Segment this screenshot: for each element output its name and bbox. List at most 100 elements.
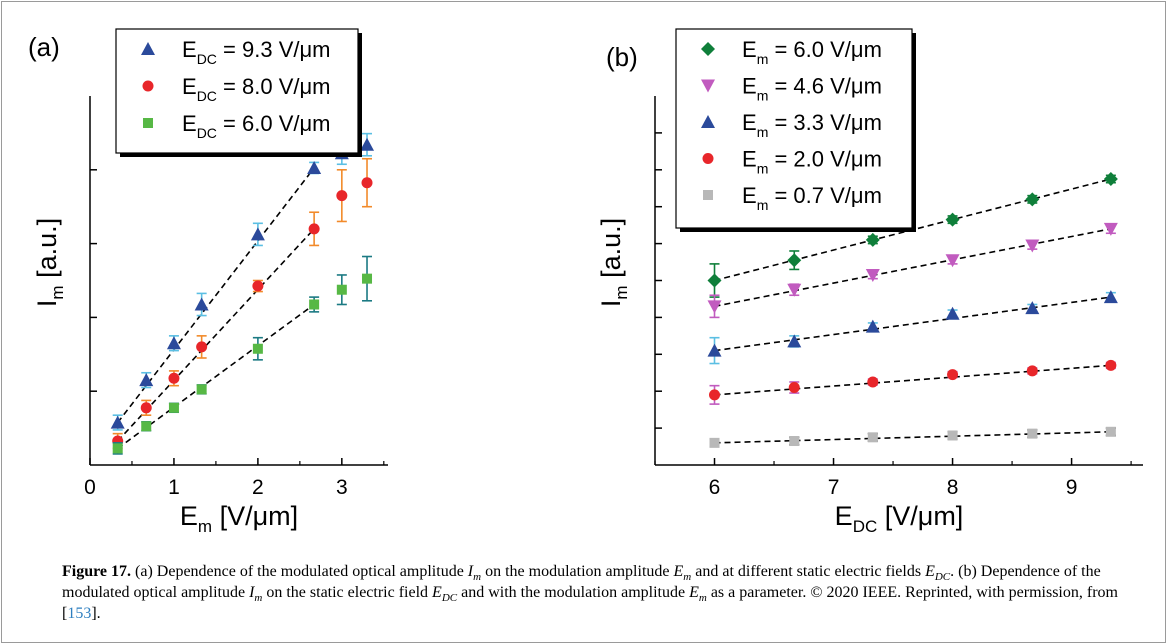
caption-symbol: EDC xyxy=(925,563,951,584)
data-point xyxy=(1103,290,1118,304)
data-series xyxy=(112,157,373,450)
data-series xyxy=(709,359,1117,405)
data-point xyxy=(1103,222,1118,236)
x-tick-label: 3 xyxy=(336,476,348,499)
data-point xyxy=(307,160,322,174)
legend-marker xyxy=(703,190,713,200)
data-point xyxy=(787,283,802,297)
caption-part: on the static electric field xyxy=(262,584,433,601)
panel-tag: (a) xyxy=(28,32,60,62)
data-point xyxy=(250,227,265,241)
data-point xyxy=(1026,365,1038,377)
data-point xyxy=(865,268,880,282)
legend-entry: Em = 2.0 V/μm xyxy=(742,147,882,177)
x-tick-label: 1 xyxy=(168,476,180,499)
caption-part: and at different static electric fields xyxy=(691,563,926,580)
data-point xyxy=(947,369,959,381)
data-point xyxy=(707,300,722,314)
data-point xyxy=(945,306,960,320)
caption-part: ]. xyxy=(91,605,101,622)
legend-marker xyxy=(141,42,155,55)
caption-symbol: Im xyxy=(467,563,482,584)
chart-panel-a: 0 1 2 3Em [V/μm]Im [a.u.](a) EDC = 9.3 V/μmE… xyxy=(28,28,388,536)
caption-symbol: Im xyxy=(249,584,263,605)
caption-part: and with the modulation amplitude xyxy=(457,584,690,601)
legend-marker xyxy=(143,118,153,128)
data-point xyxy=(865,232,880,247)
x-tick-label: 9 xyxy=(1066,476,1078,499)
fit-line xyxy=(117,167,315,424)
fit-line xyxy=(714,296,1111,352)
data-point xyxy=(1025,301,1040,315)
data-point xyxy=(1105,426,1116,437)
figure-caption: Figure 17. (a) Dependence of the modulat… xyxy=(62,561,1142,624)
legend-box xyxy=(675,28,913,229)
data-point xyxy=(252,343,263,354)
figure-plots: 0 1 2 3Em [V/μm]Im [a.u.](a) EDC = 9.3 V/μmE… xyxy=(28,28,1143,536)
legend-entry: Em = 4.6 V/μm xyxy=(742,74,882,104)
data-point xyxy=(168,372,180,384)
data-point xyxy=(945,212,960,227)
data-point xyxy=(196,384,207,395)
data-point xyxy=(1103,172,1118,187)
data-point xyxy=(947,430,958,441)
legend: Em = 6.0 V/μm Em = 4.6 V/μm Em = 3.3 V/μm E… xyxy=(675,28,916,232)
legend-entry: EDC = 6.0 V/μm xyxy=(182,111,330,141)
data-point xyxy=(709,389,721,401)
data-point xyxy=(112,443,123,454)
y-axis-title: Im [a.u.] xyxy=(32,218,67,307)
caption-symbol: Em xyxy=(673,563,692,584)
data-point xyxy=(308,223,320,235)
data-point xyxy=(707,273,722,288)
caption-label: Figure 17. xyxy=(62,563,132,580)
data-point xyxy=(361,177,373,189)
x-axis-title: EDC [V/μm] xyxy=(835,501,964,536)
data-point xyxy=(865,319,880,333)
data-point xyxy=(110,415,125,429)
caption-part: (a) Dependence of the modulated optical … xyxy=(131,563,468,580)
data-series xyxy=(707,290,1118,365)
fit-line xyxy=(117,228,315,442)
legend-entry: EDC = 9.3 V/μm xyxy=(182,37,330,67)
x-axis-title: Em [V/μm] xyxy=(180,501,298,536)
data-point xyxy=(1025,239,1040,253)
data-point xyxy=(1105,359,1117,371)
caption-reference-link[interactable]: 153 xyxy=(67,605,92,622)
caption-part: on the modulation amplitude xyxy=(481,563,674,580)
data-point xyxy=(709,437,720,448)
legend-entry: EDC = 8.0 V/μm xyxy=(182,74,330,104)
data-point xyxy=(867,376,879,388)
legend-entry: Em = 0.7 V/μm xyxy=(742,183,882,213)
data-series xyxy=(110,132,375,431)
data-point xyxy=(787,253,802,268)
data-point xyxy=(252,280,264,292)
data-point xyxy=(196,341,208,353)
data-point xyxy=(166,336,181,350)
fit-line xyxy=(714,430,1111,444)
data-point xyxy=(168,402,179,413)
data-point xyxy=(362,273,373,284)
data-point xyxy=(194,297,209,311)
caption-symbol: Em xyxy=(689,584,707,605)
legend-box xyxy=(115,28,359,154)
data-point xyxy=(140,402,152,414)
data-point xyxy=(788,382,800,394)
data-point xyxy=(336,284,347,295)
caption-symbol: EDC xyxy=(432,584,458,605)
data-point xyxy=(336,190,348,202)
legend-marker xyxy=(142,80,154,92)
legend: EDC = 9.3 V/μm EDC = 8.0 V/μm EDC = 6.0 V/… xyxy=(115,28,362,157)
legend-entry: Em = 3.3 V/μm xyxy=(742,110,882,140)
fit-line xyxy=(714,228,1112,308)
data-point xyxy=(141,421,152,432)
x-tick-label: 0 xyxy=(84,476,96,499)
data-point xyxy=(1027,428,1038,439)
data-point xyxy=(867,432,878,443)
x-tick-label: 7 xyxy=(828,476,840,499)
legend-marker xyxy=(701,79,715,93)
data-series xyxy=(112,255,373,455)
data-point xyxy=(139,373,154,387)
data-point xyxy=(360,137,375,151)
caption-part: . (b) Dependence of the modulated optica… xyxy=(62,563,1101,601)
